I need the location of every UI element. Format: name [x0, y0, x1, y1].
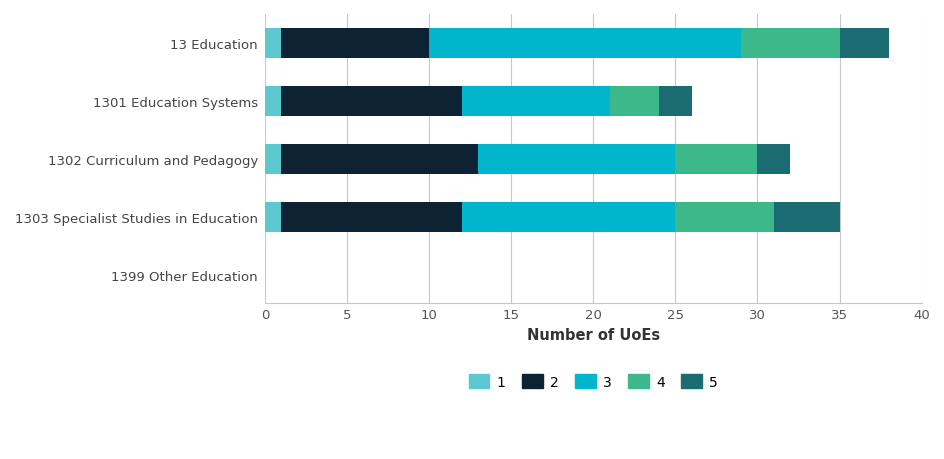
Bar	[264, 29, 281, 59]
Bar	[757, 145, 789, 174]
Bar	[264, 145, 281, 174]
Legend: 1, 2, 3, 4, 5: 1, 2, 3, 4, 5	[463, 369, 723, 394]
Bar	[675, 202, 773, 232]
X-axis label: Number of UoEs: Number of UoEs	[526, 327, 659, 342]
Bar	[838, 29, 888, 59]
Bar	[281, 87, 462, 117]
Bar	[740, 29, 838, 59]
Bar	[658, 87, 691, 117]
Bar	[675, 145, 757, 174]
Bar	[281, 145, 478, 174]
Bar	[609, 87, 658, 117]
Bar	[462, 202, 675, 232]
Bar	[429, 29, 740, 59]
Bar	[264, 202, 281, 232]
Bar	[478, 145, 675, 174]
Bar	[462, 87, 609, 117]
Bar	[264, 87, 281, 117]
Bar	[281, 29, 429, 59]
Bar	[773, 202, 838, 232]
Bar	[281, 202, 462, 232]
